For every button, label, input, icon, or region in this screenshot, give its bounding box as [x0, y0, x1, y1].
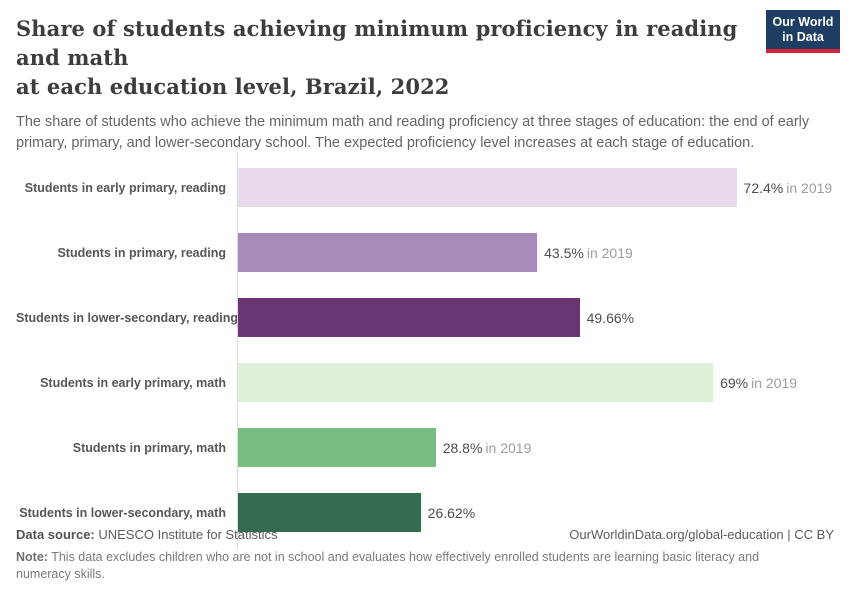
bar-value-label: 49.66%	[587, 310, 634, 326]
bar-row: Students in early primary, math 69% in 201…	[16, 350, 834, 415]
attribution-link[interactable]: OurWorldinData.org/global-education | CC…	[569, 527, 834, 542]
bar[interactable]	[237, 493, 421, 532]
bar[interactable]	[237, 298, 580, 337]
bar[interactable]	[237, 363, 714, 402]
bar-chart: Students in early primary, reading 72.4% i…	[16, 152, 834, 549]
bar-row: Students in early primary, reading 72.4% i…	[16, 155, 834, 220]
chart-title: Share of students achieving minimum prof…	[16, 14, 756, 101]
y-axis-line	[237, 152, 238, 549]
bar-value: 26.62%	[427, 504, 476, 521]
owid-logo-line1: Our World	[772, 15, 834, 29]
bar-category-label: Students in lower-secondary, math	[19, 505, 226, 520]
chart-subtitle: The share of students who achieve the mi…	[16, 114, 810, 151]
bar-value: 72.4%	[743, 179, 784, 196]
bar-category-label: Students in early primary, reading	[24, 180, 226, 195]
bar-year-note: in 2019	[751, 374, 798, 391]
chart-title-line2: at each education level, Brazil, 2022	[16, 74, 450, 99]
bar[interactable]	[237, 428, 436, 467]
owid-logo[interactable]: Our World in Data	[766, 10, 840, 53]
bar-row: Students in primary, math 28.8% in 2019	[16, 415, 834, 480]
bar-year-note: in 2019	[485, 439, 532, 456]
bar-year-note: in 2019	[786, 179, 833, 196]
chart-header: Share of students achieving minimum prof…	[0, 0, 850, 154]
bar[interactable]	[237, 168, 737, 207]
bar-value: 49.66%	[586, 309, 635, 326]
chart-note: Note: This data excludes children who ar…	[16, 549, 816, 583]
bar-value: 28.8%	[442, 439, 483, 456]
data-source-value: UNESCO Institute for Statistics	[94, 527, 278, 542]
data-source-label: Data source:	[16, 527, 95, 542]
bar-row: Students in lower-secondary, math 26.62%	[16, 480, 834, 545]
bar-category-label: Students in early primary, math	[40, 375, 226, 390]
bar-row: Students in lower-secondary, reading 49.6…	[16, 285, 834, 350]
bar-year-note: in 2019	[586, 244, 633, 261]
bar-category-label: Students in primary, math	[72, 440, 226, 455]
owid-logo-line2: in Data	[782, 30, 824, 44]
chart-title-line1: Share of students achieving minimum prof…	[16, 16, 738, 70]
bar-value: 43.5%	[544, 244, 584, 261]
bar-value-label: 72.4% in 2019	[744, 180, 833, 196]
bar-value-label: 43.5% in 2019	[544, 245, 633, 261]
bar-category-label: Students in lower-secondary, reading	[16, 310, 239, 325]
bar-category-label: Students in primary, reading	[57, 245, 226, 260]
bar-value-label: 28.8% in 2019	[443, 440, 532, 456]
data-source: Data source: UNESCO Institute for Statis…	[16, 527, 278, 542]
bar-value: 69%	[720, 374, 749, 391]
bar-row: Students in primary, reading 43.5% in 2019	[16, 220, 834, 285]
bar-rows: Students in early primary, reading 72.4% i…	[16, 155, 834, 545]
note-label: Note:	[16, 550, 48, 564]
bar[interactable]	[237, 233, 538, 272]
bar-value-label: 26.62%	[428, 505, 475, 521]
bar-value-label: 69% in 2019	[720, 375, 797, 391]
chart-footer: Data source: UNESCO Institute for Statis…	[16, 527, 834, 583]
note-text: This data excludes children who are not …	[16, 550, 760, 581]
